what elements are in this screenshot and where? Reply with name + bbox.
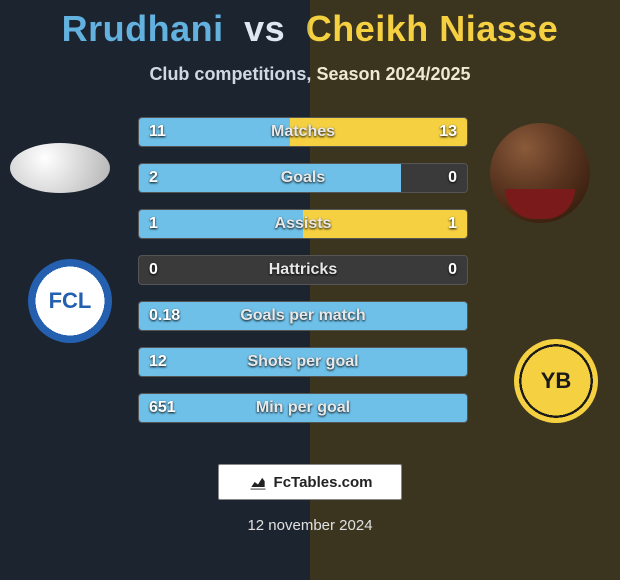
footer-date: 12 november 2024: [0, 517, 620, 534]
badge-left-text: FCL: [49, 288, 92, 314]
stat-label: Goals per match: [139, 302, 467, 330]
stat-row: 00Hattricks: [138, 255, 468, 285]
comparison-panel: FCL YB 1113Matches20Goals11Assists00Hatt…: [0, 123, 620, 453]
stat-label: Goals: [139, 164, 467, 192]
stat-label: Assists: [139, 210, 467, 238]
badge-right-text: YB: [541, 368, 572, 394]
stat-label: Shots per goal: [139, 348, 467, 376]
stat-row: 0.18Goals per match: [138, 301, 468, 331]
chart-icon: [248, 472, 268, 492]
player2-club-badge: YB: [514, 339, 598, 423]
stat-row: 1113Matches: [138, 117, 468, 147]
player1-avatar: [10, 143, 110, 193]
comparison-bars: 1113Matches 20Goals 11Assists 00Hattricks 0.…: [138, 117, 468, 439]
brand-text: FcTables.com: [274, 474, 373, 491]
player1-club-badge: FCL: [28, 259, 112, 343]
stat-label: Hattricks: [139, 256, 467, 284]
stat-label: Matches: [139, 118, 467, 146]
stat-row: 12Shots per goal: [138, 347, 468, 377]
stat-row: 20Goals: [138, 163, 468, 193]
brand-badge: FcTables.com: [218, 464, 402, 500]
stat-row: 651Min per goal: [138, 393, 468, 423]
player2-avatar: [490, 123, 590, 223]
stat-label: Min per goal: [139, 394, 467, 422]
stat-row: 11Assists: [138, 209, 468, 239]
